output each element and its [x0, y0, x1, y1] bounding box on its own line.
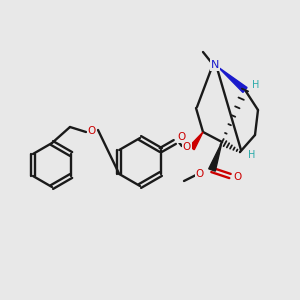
Text: H: H: [252, 80, 260, 90]
Text: H: H: [248, 150, 256, 160]
Text: O: O: [183, 142, 191, 152]
Polygon shape: [189, 132, 203, 150]
Text: O: O: [233, 172, 241, 182]
Text: N: N: [211, 60, 219, 70]
Polygon shape: [218, 67, 247, 92]
Text: O: O: [88, 126, 96, 136]
Text: O: O: [196, 169, 204, 179]
Text: O: O: [178, 132, 186, 142]
Polygon shape: [209, 142, 222, 171]
